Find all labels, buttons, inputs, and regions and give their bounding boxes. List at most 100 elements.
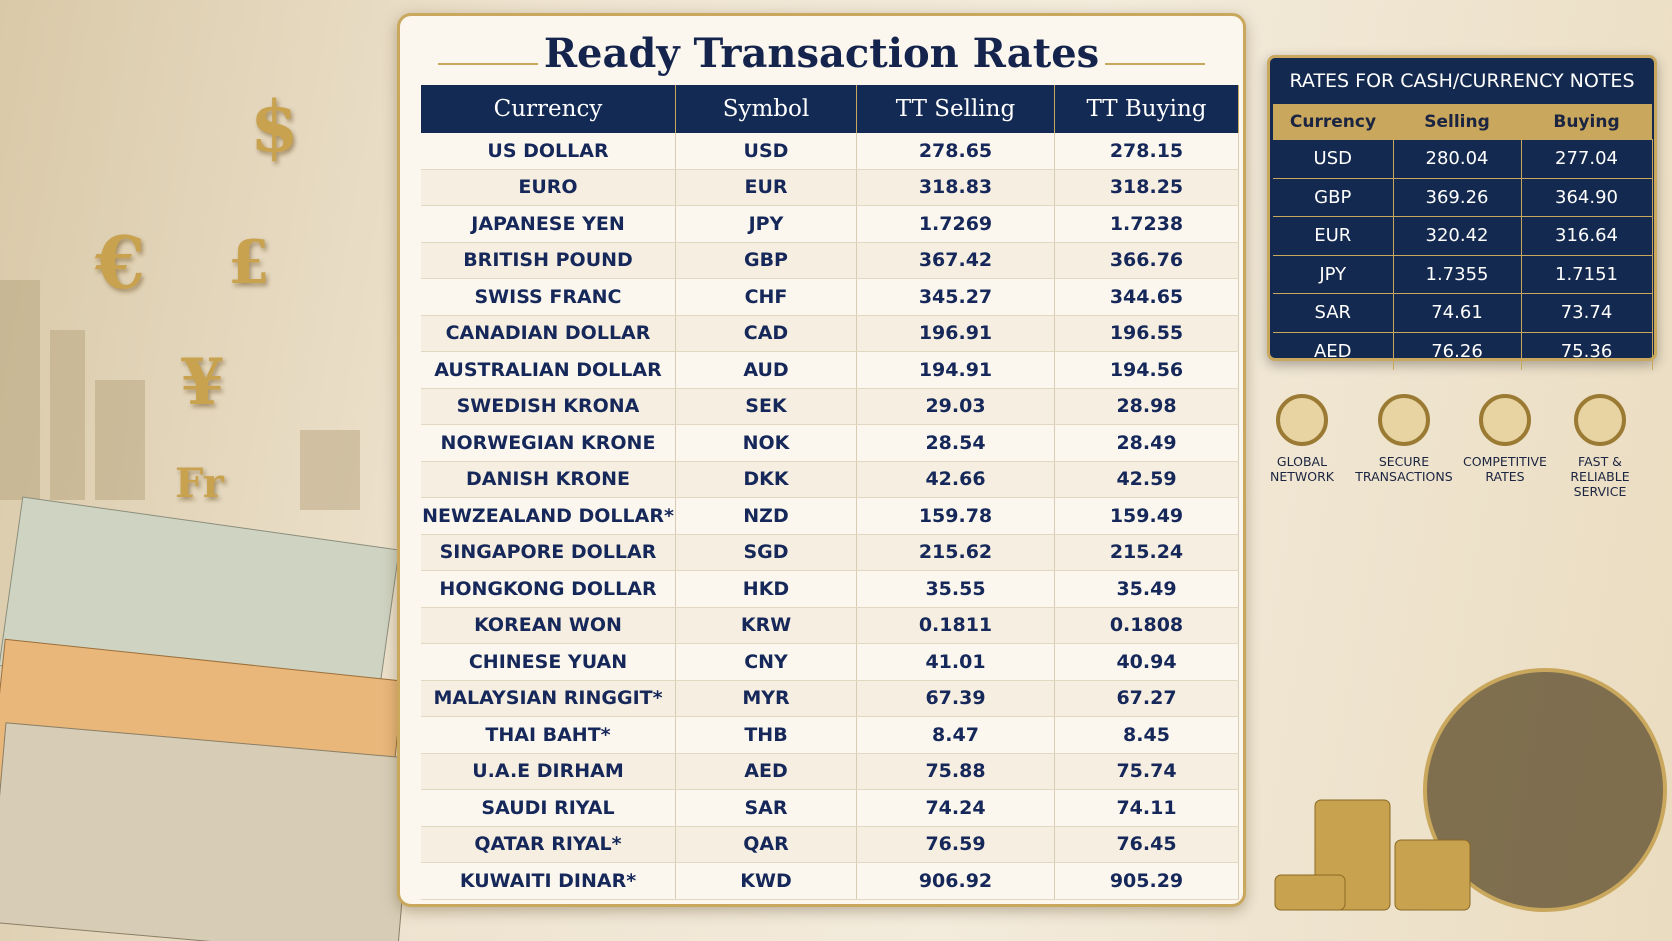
table-cell: SAUDI RIYAL (421, 789, 676, 827)
table-cell: NORWEGIAN KRONE (421, 424, 676, 462)
table-row: SAR 74.61 73.74 (1273, 293, 1653, 332)
table-cell: SWEDISH KRONA (421, 388, 676, 425)
table-cell: CHINESE YUAN (421, 643, 676, 681)
table-cell: THAI BAHT* (421, 716, 676, 754)
table-cell: SWISS FRANC (421, 278, 676, 316)
table-cell: 159.49 (1054, 497, 1239, 535)
table-cell: CNY (675, 643, 857, 681)
table-cell: JPY (1273, 254, 1394, 294)
table-row: US DOLLAR USD 278.65 278.15 (421, 133, 1239, 170)
table-cell: 194.56 (1054, 351, 1239, 389)
table-row: CANADIAN DOLLAR CAD 196.91 196.55 (421, 315, 1239, 352)
table-cell: 906.92 (856, 862, 1055, 900)
column-header: Selling (1393, 104, 1521, 140)
table-cell: AED (675, 753, 857, 790)
table-cell: 345.27 (856, 278, 1055, 316)
table-cell: 28.49 (1054, 424, 1239, 462)
table-cell: 344.65 (1054, 278, 1239, 316)
currency-symbol: € (95, 220, 146, 305)
ornament (1105, 63, 1205, 65)
table-cell: CANADIAN DOLLAR (421, 315, 676, 352)
table-row: BRITISH POUND GBP 367.42 366.76 (421, 242, 1239, 279)
table-row: DANISH KRONE DKK 42.66 42.59 (421, 461, 1239, 498)
cash-title: RATES FOR CASH/CURRENCY NOTES (1289, 70, 1635, 92)
table-cell: EUR (1273, 216, 1394, 255)
table-cell: EUR (675, 169, 857, 206)
column-header: TT Buying (1054, 85, 1239, 133)
table-cell: 369.26 (1393, 177, 1522, 217)
feature: FAST & RELIABLE SERVICE (1550, 392, 1650, 499)
table-cell: KRW (675, 607, 857, 644)
table-cell: 42.66 (856, 461, 1055, 498)
table-cell: KOREAN WON (421, 607, 676, 644)
table-cell: 278.65 (856, 133, 1055, 170)
table-cell: 73.74 (1521, 293, 1653, 332)
table-cell: 75.74 (1054, 753, 1239, 790)
table-cell: SINGAPORE DOLLAR (421, 534, 676, 571)
table-cell: 366.76 (1054, 242, 1239, 279)
table-row: U.A.E DIRHAM AED 75.88 75.74 (421, 753, 1239, 790)
column-header: Currency (1273, 104, 1393, 140)
feature: COMPETITIVE RATES (1455, 392, 1555, 484)
feature-icon (1479, 394, 1531, 446)
currency-symbol: $ (250, 85, 299, 168)
column-header: Buying (1521, 104, 1652, 140)
table-cell: 1.7151 (1521, 254, 1653, 294)
table-cell: GBP (1273, 177, 1394, 217)
table-cell: 196.55 (1054, 315, 1239, 352)
table-row: EURO EUR 318.83 318.25 (421, 169, 1239, 206)
table-row: THAI BAHT* THB 8.47 8.45 (421, 716, 1239, 754)
table-cell: 74.61 (1393, 293, 1522, 332)
table-cell: 67.39 (856, 680, 1055, 717)
table-row: USD 280.04 277.04 (1273, 139, 1653, 178)
table-cell: QATAR RIYAL* (421, 826, 676, 863)
feature: SECURE TRANSACTIONS (1354, 392, 1454, 484)
table-cell: U.A.E DIRHAM (421, 753, 676, 790)
table-cell: 316.64 (1521, 216, 1653, 255)
table-cell: DANISH KRONE (421, 461, 676, 498)
table-cell: 194.91 (856, 351, 1055, 389)
table-cell: NEWZEALAND DOLLAR* (421, 497, 676, 535)
table-row: MALAYSIAN RINGGIT* MYR 67.39 67.27 (421, 680, 1239, 717)
table-row: JPY 1.7355 1.7151 (1273, 254, 1653, 294)
currency-symbol: £ (228, 228, 270, 298)
table-row: JAPANESE YEN JPY 1.7269 1.7238 (421, 205, 1239, 243)
table-cell: 159.78 (856, 497, 1055, 535)
currency-symbol: Fr (175, 460, 224, 507)
table-cell: 74.11 (1054, 789, 1239, 827)
table-cell: 1.7238 (1054, 205, 1239, 243)
table-cell: US DOLLAR (421, 133, 676, 170)
table-row: KOREAN WON KRW 0.1811 0.1808 (421, 607, 1239, 644)
table-row: AUSTRALIAN DOLLAR AUD 194.91 194.56 (421, 351, 1239, 389)
table-cell: 76.26 (1393, 331, 1522, 370)
table-row: EUR 320.42 316.64 (1273, 216, 1653, 255)
table-cell: 28.98 (1054, 388, 1239, 425)
rates-panel: Ready Transaction Rates Currency Symbol TT… (397, 13, 1246, 907)
table-cell: 318.83 (856, 169, 1055, 206)
cash-panel: RATES FOR CASH/CURRENCY NOTES Currency Se… (1267, 55, 1657, 370)
rates-table: Currency Symbol TT Selling TT Buying US DOLL… (421, 85, 1239, 900)
table-cell: 8.45 (1054, 716, 1239, 754)
table-cell: 1.7355 (1393, 254, 1522, 294)
table-cell: USD (1273, 139, 1394, 178)
feature-label: COMPETITIVE RATES (1463, 454, 1547, 484)
table-cell: MYR (675, 680, 857, 717)
table-cell: 364.90 (1521, 177, 1653, 217)
table-cell: 29.03 (856, 388, 1055, 425)
table-row: AED 76.26 75.36 (1273, 331, 1653, 370)
table-row: SAUDI RIYAL SAR 74.24 74.11 (421, 789, 1239, 827)
table-cell: 1.7269 (856, 205, 1055, 243)
currency-symbol: ¥ (180, 345, 225, 420)
column-header: TT Selling (856, 85, 1055, 133)
table-cell: 35.49 (1054, 570, 1239, 608)
table-cell: HONGKONG DOLLAR (421, 570, 676, 608)
table-cell: 215.24 (1054, 534, 1239, 571)
table-cell: 28.54 (856, 424, 1055, 462)
table-cell: HKD (675, 570, 857, 608)
table-cell: 76.59 (856, 826, 1055, 863)
table-cell: THB (675, 716, 857, 754)
table-row: SWEDISH KRONA SEK 29.03 28.98 (421, 388, 1239, 425)
feature-icon (1378, 394, 1430, 446)
table-row: HONGKONG DOLLAR HKD 35.55 35.49 (421, 570, 1239, 608)
table-cell: KWD (675, 862, 857, 900)
